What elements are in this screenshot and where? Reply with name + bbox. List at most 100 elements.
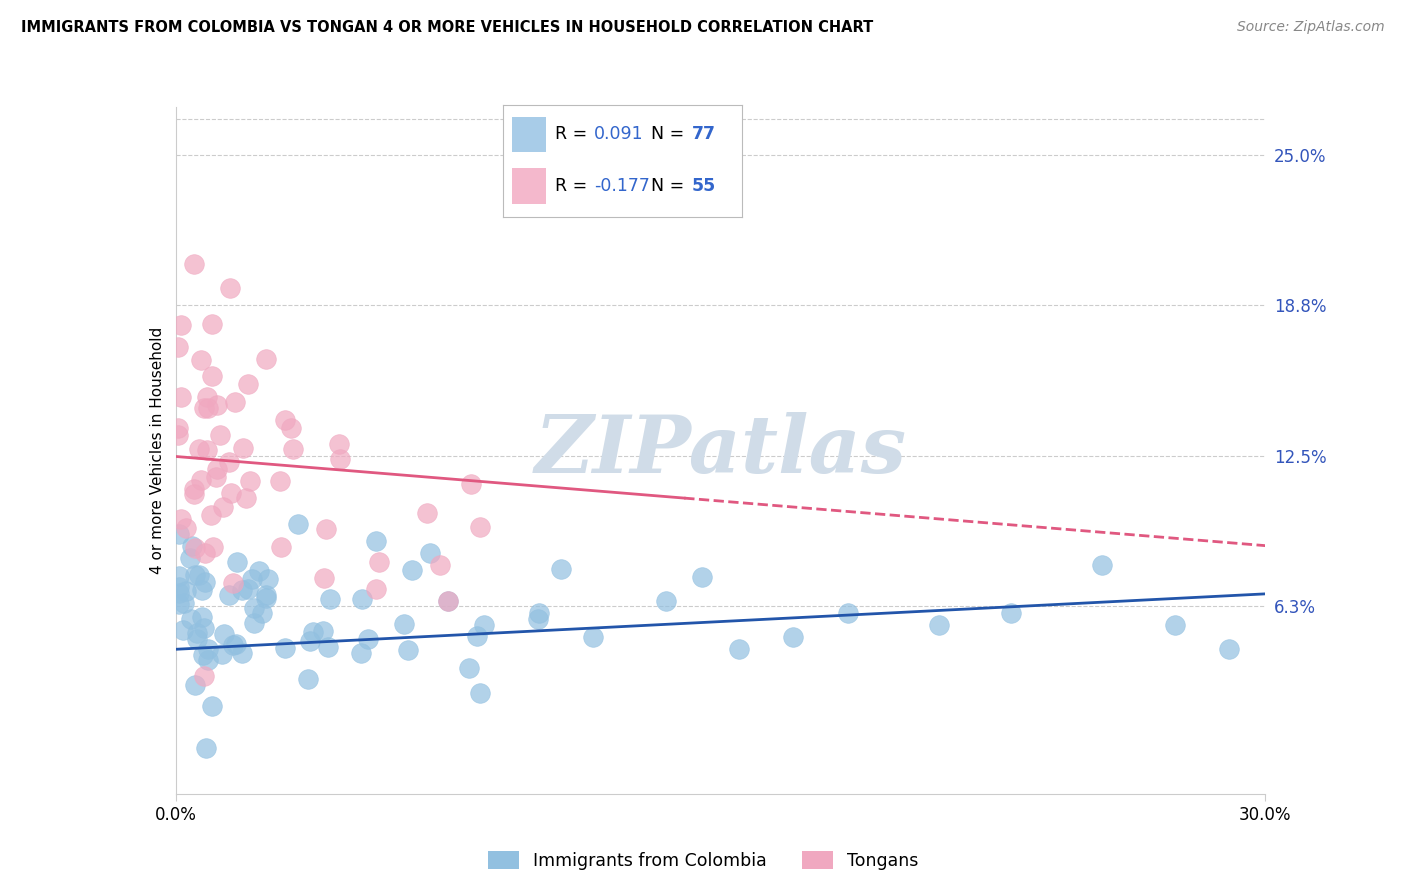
Point (169, 586, 191, 600)
Point (457, 661, 479, 675)
Point (222, 639, 245, 653)
Point (222, 575, 245, 590)
Point (183, 487, 205, 501)
Point (1000, 606, 1022, 620)
Text: R =: R = (555, 126, 593, 144)
Point (205, 462, 228, 476)
Point (1163, 618, 1185, 632)
Point (550, 562, 572, 576)
Text: 0.091: 0.091 (593, 126, 644, 144)
Point (225, 638, 247, 652)
Point (194, 575, 217, 590)
Point (240, 572, 263, 586)
Point (190, 473, 212, 487)
Point (181, 539, 204, 553)
Point (437, 594, 460, 608)
Point (312, 571, 335, 585)
Point (527, 612, 550, 626)
Point (193, 669, 215, 683)
Point (239, 474, 262, 488)
Point (184, 541, 207, 555)
Point (329, 452, 352, 467)
Point (197, 653, 219, 667)
Text: IMMIGRANTS FROM COLOMBIA VS TONGAN 4 OR MORE VEHICLES IN HOUSEHOLD CORRELATION C: IMMIGRANTS FROM COLOMBIA VS TONGAN 4 OR … (21, 20, 873, 35)
Point (201, 698, 224, 713)
Point (281, 442, 304, 456)
Point (194, 546, 217, 560)
Point (186, 626, 208, 640)
Point (170, 390, 193, 404)
Point (250, 607, 273, 621)
Point (928, 618, 950, 632)
Point (191, 583, 214, 598)
Point (467, 629, 489, 643)
Point (195, 443, 218, 458)
Point (692, 570, 714, 584)
Point (202, 541, 225, 555)
Point (170, 318, 193, 332)
Point (243, 615, 266, 630)
Point (655, 594, 678, 608)
Point (224, 394, 246, 409)
Point (232, 441, 254, 455)
Point (392, 616, 415, 631)
Point (460, 476, 482, 491)
Point (169, 597, 191, 611)
Text: ZIPatlas: ZIPatlas (534, 412, 907, 489)
Point (274, 641, 297, 656)
Point (172, 623, 194, 637)
Point (274, 413, 297, 427)
Point (396, 643, 419, 657)
Point (238, 377, 260, 392)
Text: 55: 55 (692, 177, 716, 194)
Point (212, 500, 235, 515)
Point (167, 340, 190, 354)
Point (247, 565, 270, 579)
Point (582, 630, 605, 644)
Point (298, 634, 321, 648)
Point (269, 474, 291, 488)
Point (280, 421, 302, 435)
Point (167, 421, 190, 435)
Y-axis label: 4 or more Vehicles in Household: 4 or more Vehicles in Household (149, 326, 165, 574)
Legend: Immigrants from Colombia, Tongans: Immigrants from Colombia, Tongans (479, 843, 927, 879)
Point (270, 540, 292, 554)
Point (287, 516, 309, 531)
Point (208, 428, 231, 442)
Point (183, 257, 205, 271)
Point (837, 606, 859, 620)
Text: R =: R = (555, 177, 593, 194)
Point (174, 521, 197, 535)
Point (367, 555, 389, 569)
Point (468, 519, 491, 533)
Point (214, 627, 236, 641)
Point (197, 401, 219, 416)
Point (302, 625, 325, 640)
Point (186, 632, 208, 647)
Point (195, 741, 218, 756)
Point (190, 353, 212, 368)
Point (197, 642, 219, 657)
Point (193, 401, 215, 415)
Point (315, 522, 337, 536)
Point (169, 527, 191, 541)
Point (357, 632, 380, 646)
FancyBboxPatch shape (512, 168, 546, 203)
Point (437, 594, 460, 608)
Point (200, 508, 222, 522)
Point (176, 583, 198, 598)
Point (727, 642, 749, 657)
Point (170, 511, 193, 525)
Point (195, 390, 218, 404)
Point (173, 596, 195, 610)
Point (257, 572, 280, 586)
Point (187, 568, 209, 582)
Text: N =: N = (651, 177, 690, 194)
Point (328, 437, 350, 451)
Text: -0.177: -0.177 (593, 177, 650, 194)
Point (350, 591, 373, 606)
Point (193, 621, 215, 635)
Point (254, 591, 277, 606)
Point (180, 612, 202, 626)
Point (243, 601, 266, 615)
